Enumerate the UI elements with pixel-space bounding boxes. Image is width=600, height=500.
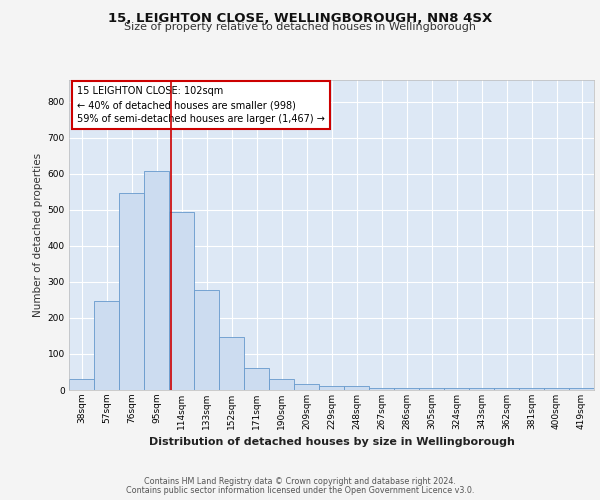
Text: Contains public sector information licensed under the Open Government Licence v3: Contains public sector information licen… [126, 486, 474, 495]
Bar [444, 388, 469, 390]
Text: 15, LEIGHTON CLOSE, WELLINGBOROUGH, NN8 4SX: 15, LEIGHTON CLOSE, WELLINGBOROUGH, NN8 … [108, 12, 492, 26]
Bar [394, 388, 419, 390]
X-axis label: Distribution of detached houses by size in Wellingborough: Distribution of detached houses by size … [149, 438, 514, 448]
Bar [169, 212, 194, 390]
Y-axis label: Number of detached properties: Number of detached properties [34, 153, 43, 317]
Bar [119, 193, 144, 390]
Bar [219, 337, 244, 390]
Text: 15 LEIGHTON CLOSE: 102sqm
← 40% of detached houses are smaller (998)
59% of semi: 15 LEIGHTON CLOSE: 102sqm ← 40% of detac… [77, 86, 325, 124]
Text: Size of property relative to detached houses in Wellingborough: Size of property relative to detached ho… [124, 22, 476, 32]
Bar [419, 388, 444, 390]
Bar [544, 388, 569, 390]
Bar [469, 388, 494, 390]
Bar [94, 301, 119, 390]
Bar [269, 379, 294, 390]
Bar [294, 384, 319, 390]
Text: Contains HM Land Registry data © Crown copyright and database right 2024.: Contains HM Land Registry data © Crown c… [144, 477, 456, 486]
Bar [144, 171, 169, 390]
Bar [69, 379, 94, 390]
Bar [319, 386, 344, 390]
Bar [369, 388, 394, 390]
Bar [519, 388, 544, 390]
Bar [569, 388, 594, 390]
Bar [344, 386, 369, 390]
Bar [494, 388, 519, 390]
Bar [194, 290, 219, 390]
Bar [244, 368, 269, 390]
